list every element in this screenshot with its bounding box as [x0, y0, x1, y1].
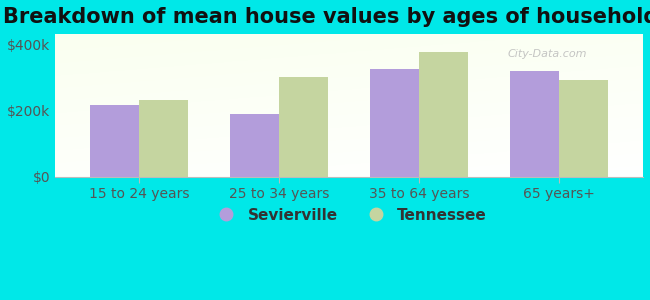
Bar	[370, 69, 419, 177]
Bar	[279, 77, 328, 177]
Title: Breakdown of mean house values by ages of householders: Breakdown of mean house values by ages o…	[3, 7, 650, 27]
Text: City-Data.com: City-Data.com	[508, 49, 588, 59]
Bar	[139, 100, 188, 177]
Bar	[90, 105, 139, 177]
Bar	[510, 71, 559, 177]
Bar	[230, 114, 279, 177]
Legend: Sevierville, Tennessee: Sevierville, Tennessee	[205, 202, 493, 229]
Bar	[559, 80, 608, 177]
Bar	[419, 52, 468, 177]
